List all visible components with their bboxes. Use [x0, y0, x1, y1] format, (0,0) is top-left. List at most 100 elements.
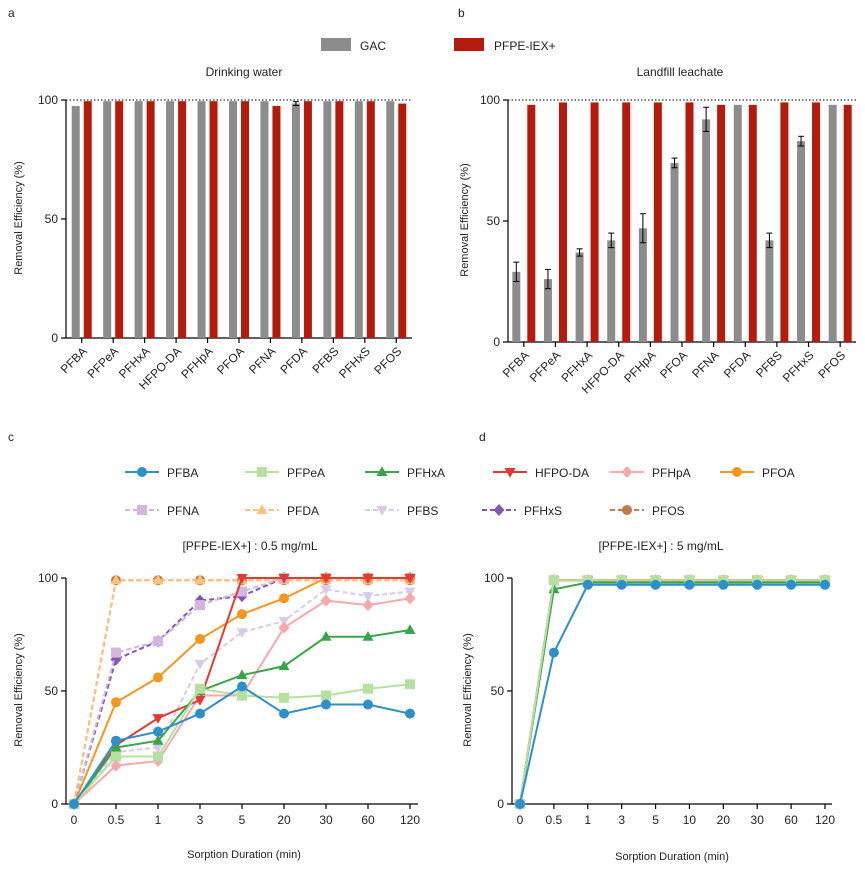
bar-gac-pfhxs [354, 101, 363, 338]
panel-label-b: b [458, 6, 465, 20]
point-hfpo-da [278, 574, 290, 584]
x-tick-label: 20 [277, 813, 291, 827]
bar-gac-pfna [702, 119, 711, 342]
point-pfba [718, 579, 729, 590]
legend-label-pfba: PFBA [167, 466, 198, 480]
bar-pfpeiex-pfos [398, 103, 407, 338]
bar-pfpeiex-pfos [843, 104, 852, 342]
bar-pfpeiex-pfhxs [812, 102, 821, 342]
bar-pfpeiex-pfhxa [146, 101, 155, 338]
series-line-pfbs [519, 579, 825, 805]
x-tick-label: 30 [751, 813, 765, 827]
point-hfpo-da [362, 574, 374, 584]
x-tick-label: PFDA [277, 344, 310, 377]
bar-gac-pfna [260, 101, 269, 338]
series-line-pfoa [519, 579, 825, 805]
y-tick-label: 100 [38, 571, 58, 585]
x-axis-label-d: Sorption Duration (min) [615, 851, 729, 863]
point-pfba [405, 708, 415, 719]
point-pfpea [363, 683, 373, 694]
bar-pfpeiex-pfbs [780, 102, 789, 342]
x-tick-label: PFHpA [621, 348, 658, 385]
bar-pfpeiex-pfhxs [366, 101, 375, 338]
point-pfhxa [362, 631, 374, 641]
legend-label-pfos: PFOS [652, 504, 685, 518]
legend-marker-pfhxs [493, 504, 505, 516]
legend-label-pfbs: PFBS [407, 504, 438, 518]
bar-gac-pfpea [103, 101, 112, 338]
y-axis-label-c: Removal Efficiency (%) [13, 633, 25, 747]
bar-gac-pfhpa [197, 101, 206, 338]
point-pfoa [237, 609, 247, 620]
y-tick-label: 0 [51, 331, 58, 345]
chart-title-b: Landfill leachate [637, 65, 724, 79]
x-tick-label: 10 [683, 813, 697, 827]
x-tick-label: 5 [652, 813, 659, 827]
point-pfoa [195, 634, 205, 645]
legend-label-gac: GAC [360, 39, 386, 53]
point-pfhxa [110, 741, 122, 752]
point-pfna [237, 586, 247, 597]
point-pfba [548, 647, 559, 658]
x-axis-label-c: Sorption Duration (min) [187, 849, 301, 861]
x-tick-label: PFNA [246, 344, 279, 377]
point-pfba [786, 579, 797, 590]
point-pfba [69, 799, 79, 809]
series-line-pfna [519, 579, 825, 805]
legend-marker-pfbs [376, 506, 388, 516]
x-tick-label: 1 [155, 813, 162, 827]
point-pfhxa [320, 631, 332, 641]
point-pfhxa [152, 734, 164, 745]
x-tick-label: 0 [517, 813, 524, 827]
point-pfhxa [278, 660, 290, 671]
x-tick-label: 1 [584, 813, 591, 827]
series-line-pfpea [73, 683, 411, 805]
x-tick-label: 0 [71, 813, 78, 827]
point-pfhpa [110, 759, 122, 772]
chart-title-d: [PFPE-IEX+] : 5 mg/mL [598, 539, 723, 553]
x-tick-label: PFHxS [336, 344, 373, 381]
point-pfbs [320, 585, 332, 596]
series-legend: PFBA PFPeA PFHxA HFPO-DA PFHpA PFOA PFNA PFDA PF… [125, 466, 795, 518]
series-line-hfpo-da [519, 579, 825, 805]
point-pfba [752, 579, 763, 590]
point-pfba [153, 726, 163, 737]
x-tick-label: 0.5 [546, 813, 563, 827]
series-line-pfhxa [73, 628, 411, 805]
bar-pfpeiex-pfhxa [590, 102, 599, 342]
y-tick-label: 50 [487, 214, 501, 228]
x-tick-label: 20 [717, 813, 731, 827]
y-tick-label: 100 [484, 571, 504, 585]
bar-pfpeiex-pfbs [335, 101, 344, 338]
point-pfba [195, 708, 205, 719]
x-tick-label: PFHpA [178, 344, 215, 381]
legend-marker-pfpea [257, 467, 267, 477]
x-tick-label: 120 [400, 813, 420, 827]
bar-gac-pfoa [229, 101, 237, 338]
series-line-pfos [519, 579, 825, 805]
y-tick-label: 0 [493, 335, 500, 349]
point-hfpo-da [152, 714, 164, 724]
point-hfpo-da [404, 574, 416, 584]
bar-gac-pfhxs [797, 141, 806, 342]
point-pfba [582, 579, 593, 590]
bar-pfpeiex-pfda [748, 104, 757, 342]
bar-gac-pfos [386, 101, 395, 338]
bar-gac-pfhxa [134, 101, 143, 338]
panel-label-c: c [8, 430, 14, 444]
point-pfba [515, 799, 525, 809]
y-axis-label-b: Removal Efficiency (%) [459, 163, 471, 277]
x-tick-label: 60 [361, 813, 375, 827]
point-pfba [684, 579, 695, 590]
x-tick-label: PFOA [214, 344, 247, 377]
point-pfhxa [404, 624, 416, 634]
point-pfbs [236, 628, 248, 638]
panel-label-d: d [479, 430, 486, 444]
x-tick-label: PFOS [371, 344, 404, 377]
legend-marker-pfba [137, 467, 147, 477]
y-tick-label: 50 [45, 212, 59, 226]
legend-label-pfhxa: PFHxA [407, 466, 445, 480]
point-pfna [111, 647, 121, 658]
point-pfpea [111, 751, 121, 762]
